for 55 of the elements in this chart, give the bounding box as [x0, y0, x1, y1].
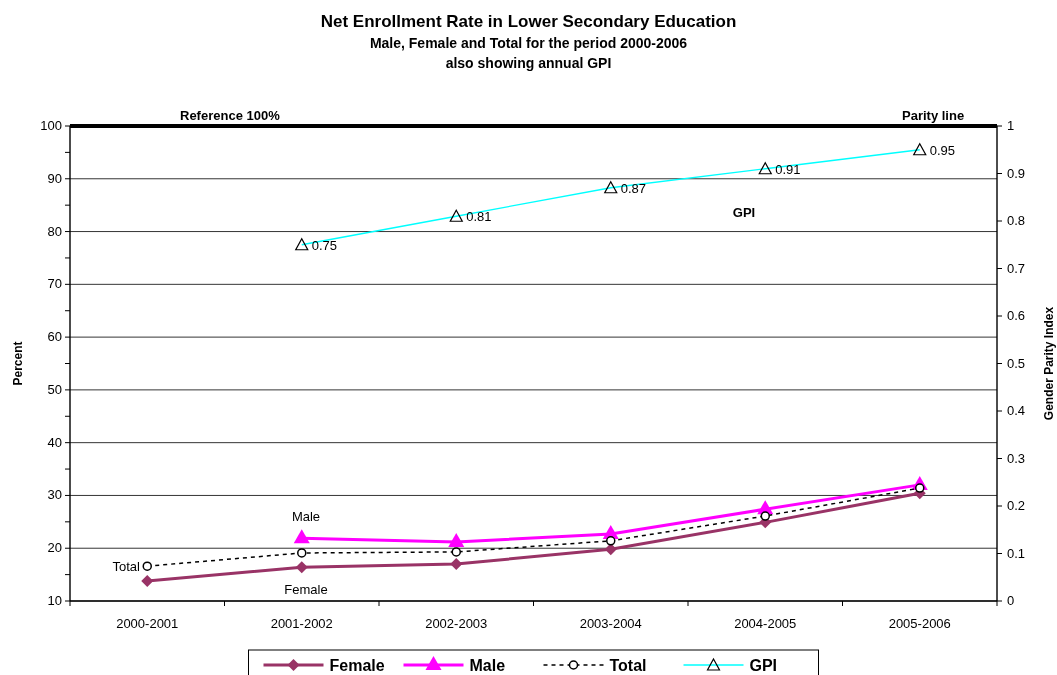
ref-line-label: Parity line [902, 108, 965, 123]
point [141, 574, 154, 587]
x-tick-label: 2004-2005 [734, 616, 797, 631]
y2-tick-label: 0.7 [1007, 260, 1026, 276]
point [451, 547, 461, 557]
data-label: 0.87 [620, 180, 647, 196]
point [297, 548, 307, 558]
chart-subtitle: Male, Female and Total for the period 2000-2006 also showing annual GPI [369, 35, 688, 71]
y2-tick-label: 0 [1007, 593, 1015, 608]
y2-tick-label: 0.8 [1007, 213, 1026, 228]
y-tick-label: 70 [47, 276, 62, 292]
annotation: Male [291, 509, 321, 524]
y-tick-label: 20 [47, 540, 62, 556]
y2-tick-label: 0.6 [1007, 308, 1026, 323]
annotation: Total [112, 559, 141, 574]
point [450, 558, 463, 571]
point [293, 529, 310, 544]
y-tick-label: 60 [47, 329, 62, 345]
y2-tick-label: 0.1 [1007, 545, 1026, 561]
y2-tick-label: 0.9 [1007, 165, 1026, 181]
x-tick-label: 2003-2004 [579, 616, 642, 631]
y-tick-label: 80 [47, 223, 62, 239]
y2-tick-label: 0.2 [1007, 498, 1026, 513]
y-tick-label: 100 [40, 118, 62, 133]
annotation: GPI [732, 205, 756, 220]
y2-axis-title: Gender Parity Index [1042, 306, 1056, 421]
point [760, 511, 770, 521]
legend-label: GPI [749, 657, 778, 674]
y-tick-label: 90 [47, 170, 62, 186]
y2-tick-label: 1 [1007, 118, 1015, 133]
x-tick-label: 2000-2001 [116, 616, 179, 631]
y2-tick-label: 0.4 [1007, 403, 1026, 418]
y-tick-label: 10 [47, 593, 62, 608]
annotation: Female [284, 582, 328, 597]
point [142, 561, 152, 571]
chart-title: Net Enrollment Rate in Lower Secondary Education [320, 12, 737, 31]
legend-label: Male [469, 657, 506, 674]
x-tick-label: 2005-2006 [888, 616, 951, 631]
data-label: 0.81 [466, 209, 492, 225]
ref-line-label: Reference 100% [180, 108, 281, 123]
y-tick-label: 50 [47, 381, 62, 397]
y2-tick-label: 0.3 [1007, 450, 1026, 466]
legend-label: Female [329, 657, 385, 674]
point [295, 561, 308, 574]
data-label: 0.95 [929, 142, 956, 158]
y-tick-label: 40 [47, 434, 62, 450]
data-label: 0.75 [311, 237, 338, 253]
y2-tick-label: 0.5 [1007, 355, 1026, 371]
point [606, 536, 616, 546]
x-tick-label: 2002-2003 [425, 616, 488, 631]
legend-label: Total [609, 657, 647, 674]
x-tick-label: 2001-2002 [270, 616, 333, 631]
y-tick-label: 30 [47, 487, 62, 503]
data-label: 0.91 [775, 161, 801, 177]
y-axis-title: Percent [11, 341, 25, 386]
